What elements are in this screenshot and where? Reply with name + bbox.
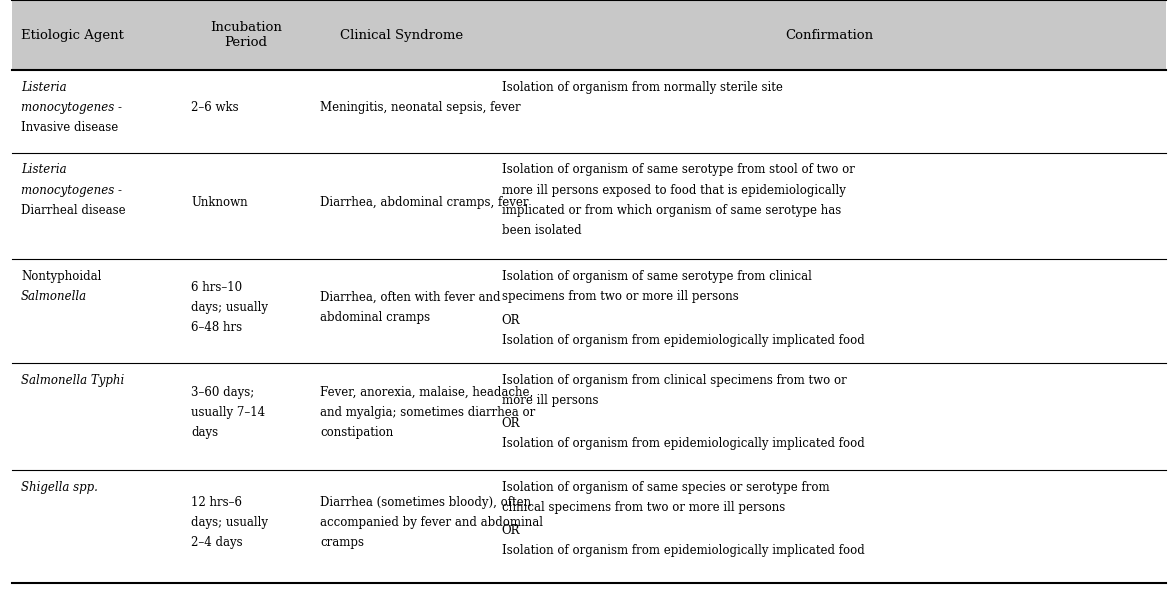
Text: OR: OR — [502, 524, 520, 537]
Text: usually 7–14: usually 7–14 — [191, 406, 265, 419]
Bar — [12, 0, 1166, 70]
Text: OR: OR — [502, 417, 520, 430]
Text: Diarrhea, abdominal cramps, fever: Diarrhea, abdominal cramps, fever — [320, 196, 529, 209]
Bar — [12, 70, 1166, 152]
Text: 12 hrs–6: 12 hrs–6 — [191, 496, 243, 509]
Text: Diarrhea (sometimes bloody), often: Diarrhea (sometimes bloody), often — [320, 496, 531, 509]
Text: Meningitis, neonatal sepsis, fever: Meningitis, neonatal sepsis, fever — [320, 101, 520, 114]
Text: Shigella spp.: Shigella spp. — [21, 481, 98, 493]
Text: Nontyphoidal: Nontyphoidal — [21, 270, 102, 283]
Text: Diarrhea, often with fever and: Diarrhea, often with fever and — [320, 291, 500, 304]
Text: Isolation of organism from epidemiologically implicated food: Isolation of organism from epidemiologic… — [502, 544, 865, 557]
Text: been isolated: been isolated — [502, 224, 581, 237]
Text: OR: OR — [502, 314, 520, 326]
Bar — [12, 152, 1166, 259]
Text: days; usually: days; usually — [191, 516, 268, 529]
Text: constipation: constipation — [320, 426, 394, 439]
Text: Unknown: Unknown — [191, 196, 247, 209]
Text: specimens from two or more ill persons: specimens from two or more ill persons — [502, 290, 738, 303]
Text: and myalgia; sometimes diarrhea or: and myalgia; sometimes diarrhea or — [320, 406, 536, 419]
Text: Fever, anorexia, malaise, headache,: Fever, anorexia, malaise, headache, — [320, 386, 533, 399]
Text: Clinical Syndrome: Clinical Syndrome — [340, 29, 463, 41]
Text: Isolation of organism from clinical specimens from two or: Isolation of organism from clinical spec… — [502, 374, 846, 387]
Text: Salmonella Typhi: Salmonella Typhi — [21, 374, 124, 387]
Text: Isolation of organism of same serotype from stool of two or: Isolation of organism of same serotype f… — [502, 163, 854, 176]
Text: monocytogenes -: monocytogenes - — [21, 184, 122, 196]
Text: 6–48 hrs: 6–48 hrs — [191, 321, 243, 334]
Text: more ill persons: more ill persons — [502, 394, 598, 407]
Text: 2–6 wks: 2–6 wks — [191, 101, 239, 114]
Text: days; usually: days; usually — [191, 301, 268, 314]
Text: 3–60 days;: 3–60 days; — [191, 386, 254, 399]
Text: Listeria: Listeria — [21, 81, 67, 94]
Text: Isolation of organism of same species or serotype from: Isolation of organism of same species or… — [502, 481, 830, 493]
Text: Confirmation: Confirmation — [785, 29, 873, 41]
Bar — [12, 470, 1166, 583]
Text: Incubation
Period: Incubation Period — [210, 21, 282, 49]
Text: 2–4 days: 2–4 days — [191, 536, 243, 549]
Bar — [12, 259, 1166, 363]
Text: Etiologic Agent: Etiologic Agent — [21, 29, 124, 41]
Text: Salmonella: Salmonella — [21, 290, 87, 303]
Text: Isolation of organism from epidemiologically implicated food: Isolation of organism from epidemiologic… — [502, 334, 865, 346]
Bar — [12, 363, 1166, 470]
Text: Isolation of organism of same serotype from clinical: Isolation of organism of same serotype f… — [502, 270, 811, 283]
Text: cramps: cramps — [320, 536, 364, 549]
Text: implicated or from which organism of same serotype has: implicated or from which organism of sam… — [502, 204, 840, 217]
Text: Isolation of organism from epidemiologically implicated food: Isolation of organism from epidemiologic… — [502, 437, 865, 450]
Text: monocytogenes -: monocytogenes - — [21, 101, 122, 114]
Text: Isolation of organism from normally sterile site: Isolation of organism from normally ster… — [502, 81, 783, 94]
Text: Listeria: Listeria — [21, 163, 67, 176]
Text: days: days — [191, 426, 218, 439]
Text: Diarrheal disease: Diarrheal disease — [21, 204, 125, 217]
Text: more ill persons exposed to food that is epidemiologically: more ill persons exposed to food that is… — [502, 184, 845, 196]
Text: 6 hrs–10: 6 hrs–10 — [191, 281, 243, 294]
Text: Invasive disease: Invasive disease — [21, 121, 118, 134]
Text: accompanied by fever and abdominal: accompanied by fever and abdominal — [320, 516, 543, 529]
Text: clinical specimens from two or more ill persons: clinical specimens from two or more ill … — [502, 501, 785, 514]
Text: abdominal cramps: abdominal cramps — [320, 311, 430, 324]
